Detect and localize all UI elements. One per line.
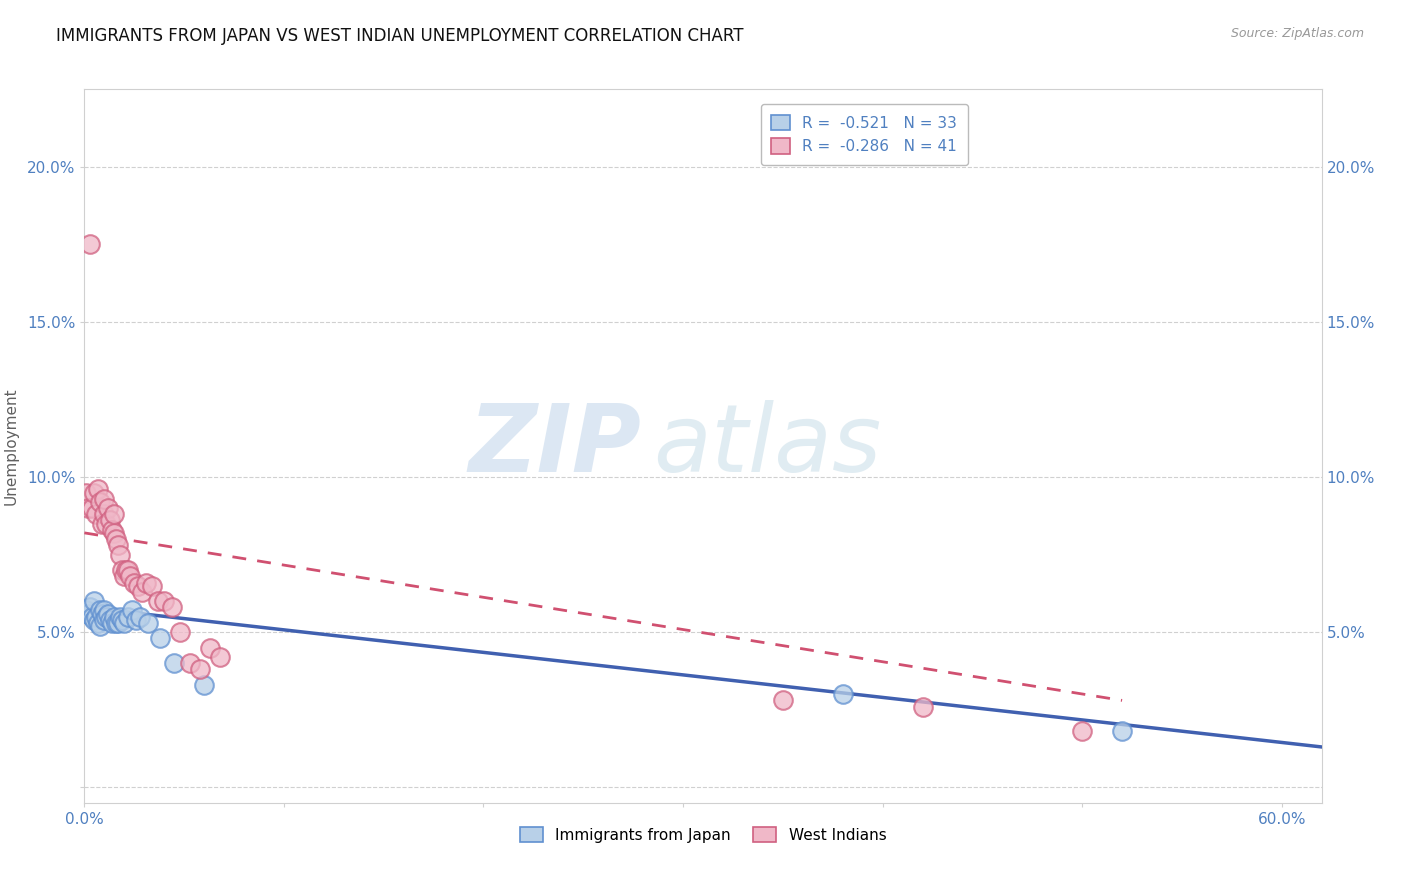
Point <box>209 650 232 665</box>
Point <box>82 609 104 624</box>
Point <box>131 584 153 599</box>
Point <box>1111 724 1133 739</box>
Point <box>163 656 186 670</box>
Point <box>198 640 221 655</box>
Point <box>91 607 114 621</box>
Legend: Immigrants from Japan, West Indians: Immigrants from Japan, West Indians <box>513 821 893 848</box>
Point <box>82 501 104 516</box>
Point <box>127 579 149 593</box>
Point <box>93 508 115 522</box>
Point <box>87 615 110 630</box>
Point <box>107 615 129 630</box>
Point <box>107 538 129 552</box>
Point <box>97 607 120 621</box>
Y-axis label: Unemployment: Unemployment <box>4 387 18 505</box>
Point <box>120 569 142 583</box>
Point <box>911 699 934 714</box>
Point <box>77 607 100 621</box>
Point <box>179 656 201 670</box>
Point <box>136 615 159 630</box>
Point <box>86 508 108 522</box>
Point <box>111 613 134 627</box>
Point <box>79 237 101 252</box>
Point <box>112 569 135 583</box>
Text: ZIP: ZIP <box>468 400 641 492</box>
Point <box>83 613 105 627</box>
Point <box>193 678 215 692</box>
Point <box>105 615 128 630</box>
Point <box>831 687 853 701</box>
Point <box>75 485 97 500</box>
Point <box>188 662 211 676</box>
Point <box>125 613 148 627</box>
Point <box>98 513 121 527</box>
Point <box>772 693 794 707</box>
Point <box>121 603 143 617</box>
Text: Source: ZipAtlas.com: Source: ZipAtlas.com <box>1230 27 1364 40</box>
Point <box>87 483 110 497</box>
Point <box>141 579 163 593</box>
Point <box>103 525 125 540</box>
Point <box>160 600 183 615</box>
Point <box>96 516 118 531</box>
Point <box>83 594 105 608</box>
Point <box>169 625 191 640</box>
Point <box>129 609 152 624</box>
Text: IMMIGRANTS FROM JAPAN VS WEST INDIAN UNEMPLOYMENT CORRELATION CHART: IMMIGRANTS FROM JAPAN VS WEST INDIAN UNE… <box>56 27 744 45</box>
Point <box>91 516 114 531</box>
Point <box>98 613 121 627</box>
Point <box>148 594 170 608</box>
Point <box>77 501 100 516</box>
Point <box>117 609 139 624</box>
Point <box>83 485 105 500</box>
Point <box>1071 724 1094 739</box>
Point <box>117 563 139 577</box>
Point <box>103 508 125 522</box>
Point <box>93 491 115 506</box>
Point <box>112 615 135 630</box>
Point <box>110 609 132 624</box>
Point <box>89 603 111 617</box>
Point <box>86 609 108 624</box>
Point <box>149 632 172 646</box>
Point <box>135 575 157 590</box>
Point <box>122 575 145 590</box>
Point <box>96 609 118 624</box>
Point <box>101 523 124 537</box>
Point <box>97 501 120 516</box>
Point <box>103 609 125 624</box>
Point <box>153 594 176 608</box>
Point <box>115 563 138 577</box>
Point <box>93 613 115 627</box>
Text: atlas: atlas <box>654 401 882 491</box>
Point <box>89 619 111 633</box>
Point <box>93 603 115 617</box>
Point <box>79 600 101 615</box>
Point <box>105 532 128 546</box>
Point <box>89 495 111 509</box>
Point <box>75 603 97 617</box>
Point <box>101 615 124 630</box>
Point <box>111 563 134 577</box>
Point <box>110 548 132 562</box>
